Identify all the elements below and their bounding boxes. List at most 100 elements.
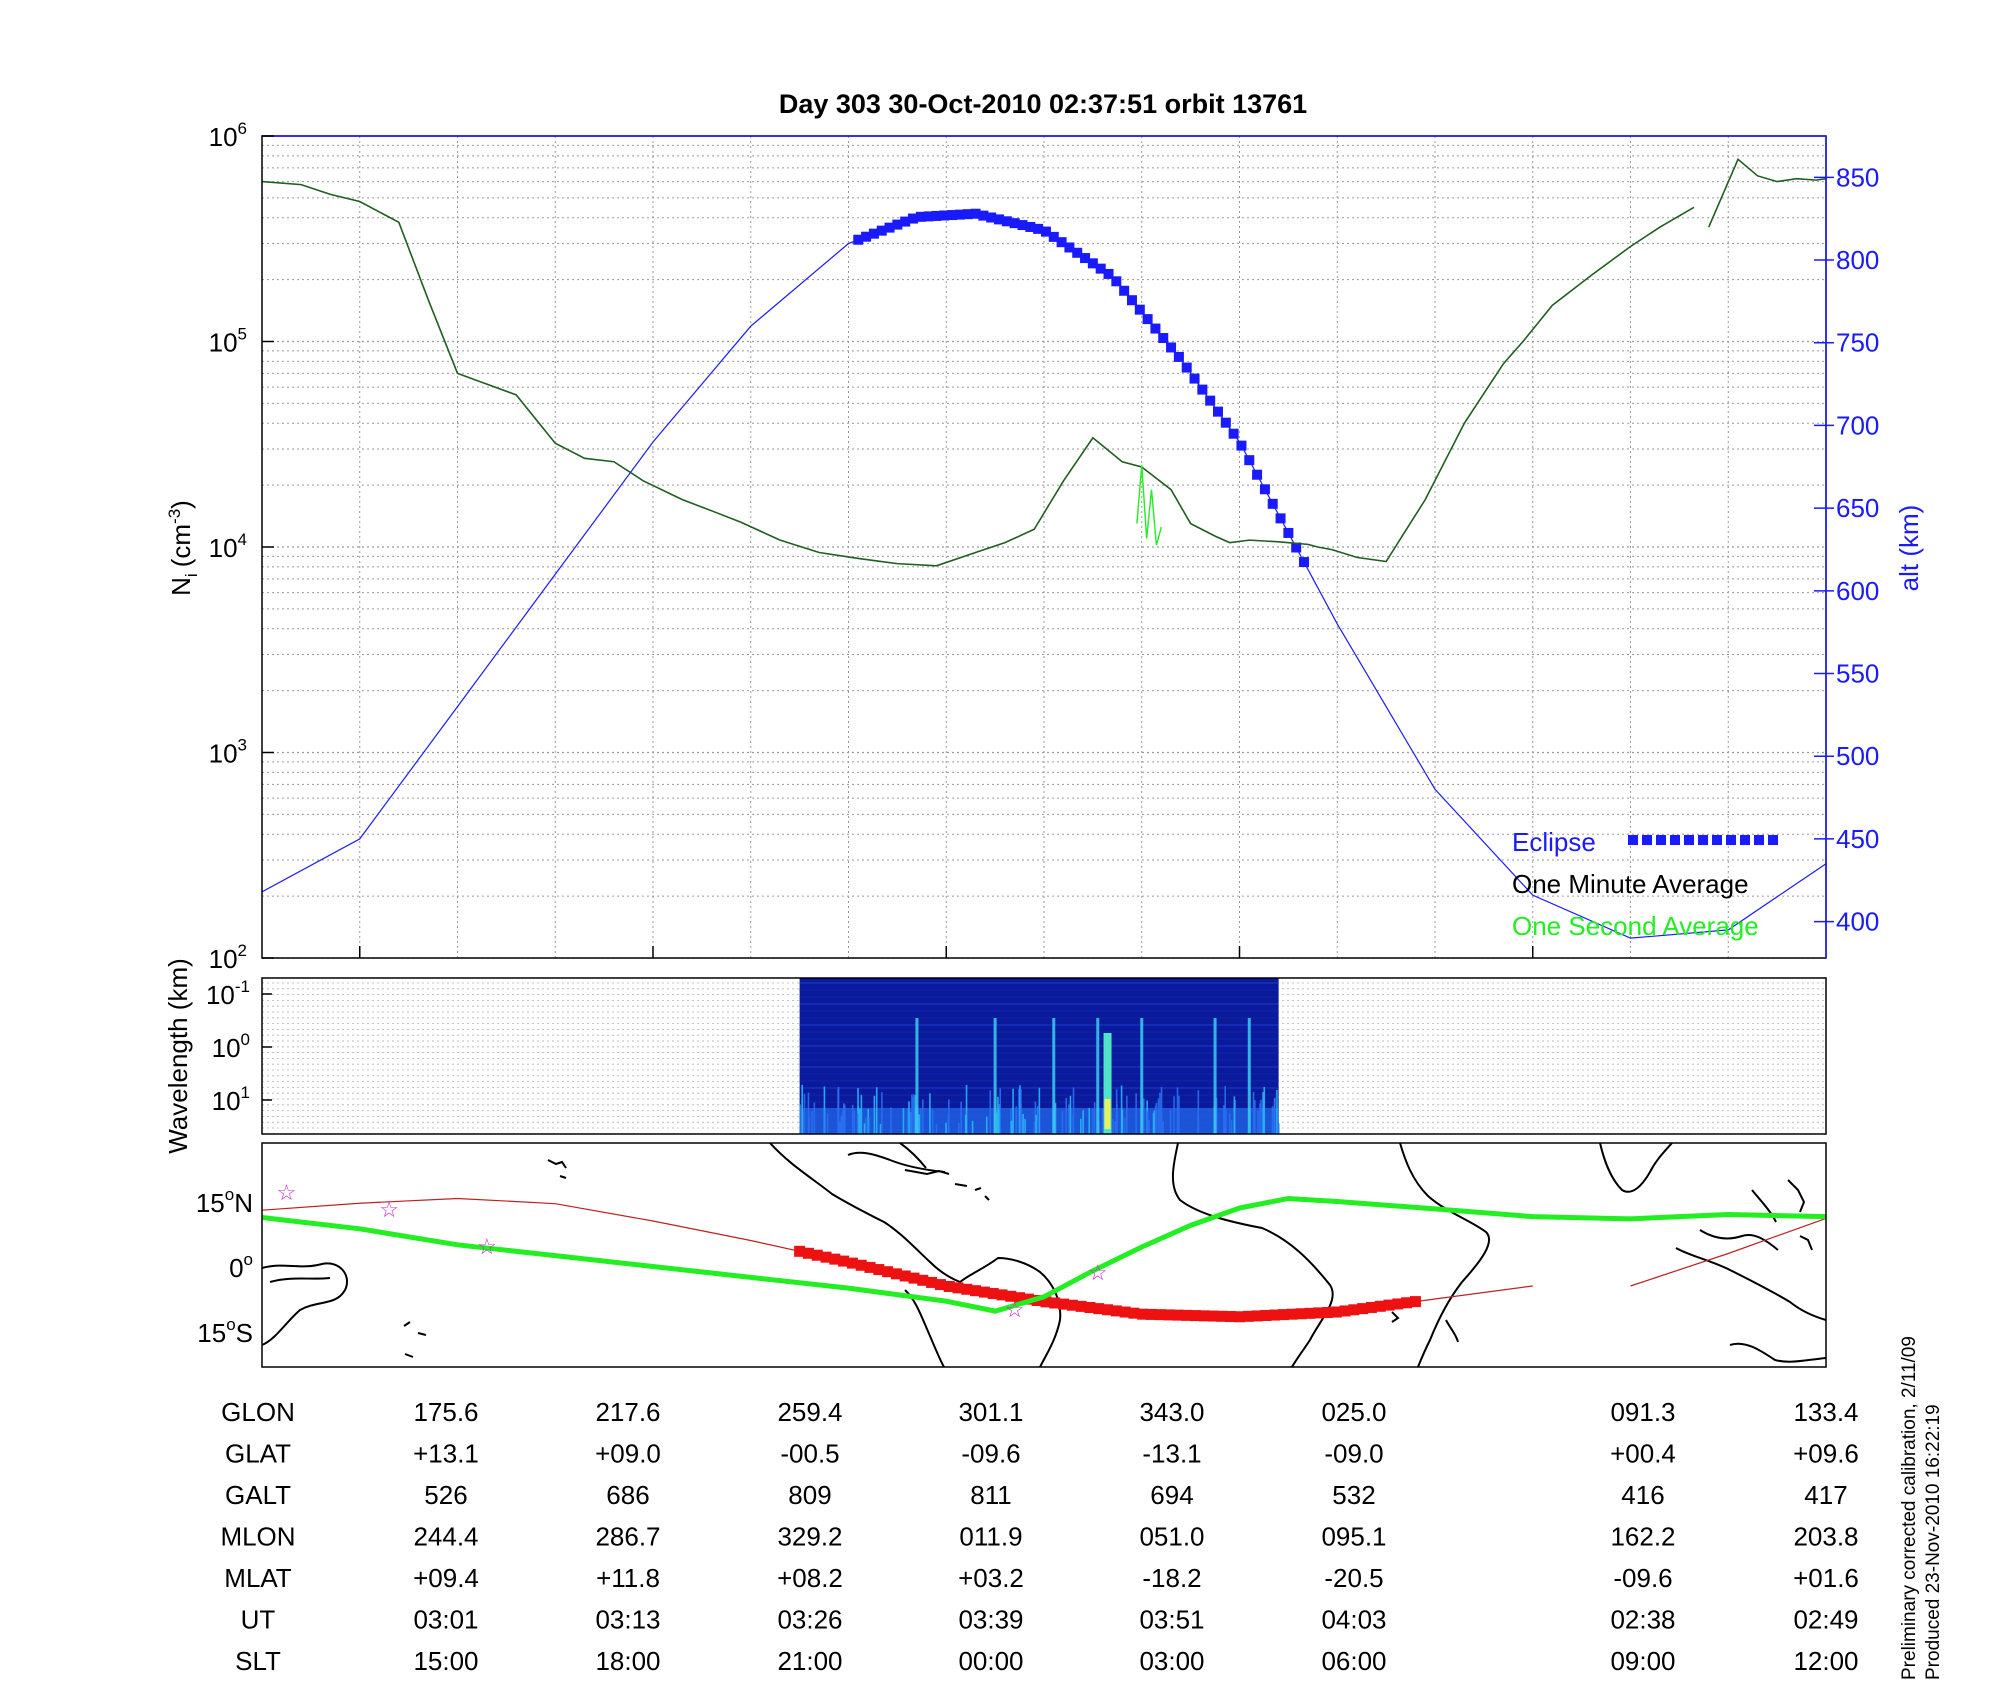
magnetic-equator-path [261, 1195, 1827, 1314]
eclipse-marker [1158, 333, 1169, 344]
spectrogram-streak [1126, 1095, 1128, 1134]
eclipse-marker [1017, 220, 1028, 231]
eclipse-marker [1103, 268, 1114, 279]
figure-title: Day 303 30-Oct-2010 02:37:51 orbit 13761 [779, 89, 1307, 119]
map-eclipse-marker [978, 1286, 990, 1298]
eclipse-marker [1033, 223, 1044, 234]
eclipse-marker [1259, 484, 1270, 495]
table-cell: +13.1 [413, 1439, 479, 1469]
spectrogram-streak [919, 1107, 922, 1134]
spectrogram-streak [908, 1101, 910, 1134]
eclipse-marker [1244, 455, 1255, 466]
spectrogram-streak [1276, 1090, 1278, 1134]
produced-line: Produced 23-Nov-2010 16:22:19 [1923, 1404, 1944, 1680]
legend-eclipse-square [1684, 835, 1694, 845]
map-eclipse-marker [1198, 1310, 1210, 1322]
eclipse-marker [1126, 295, 1137, 306]
spectrogram-y-tick-label: 100 [212, 1030, 250, 1063]
spectrogram-y-tick-label: 10-1 [206, 977, 250, 1010]
table-cell: 15:00 [413, 1646, 478, 1676]
spectrogram-streak [918, 1114, 921, 1134]
eclipse-marker [1001, 216, 1012, 227]
map-eclipse-marker [1146, 1308, 1158, 1320]
map-eclipse-marker [1216, 1310, 1228, 1322]
map-eclipse-marker [1365, 1301, 1377, 1313]
altitude-y-tick-label: 650 [1836, 493, 1879, 523]
spectrogram-streak [909, 1111, 911, 1134]
spectrogram-streak [826, 1113, 829, 1134]
map-eclipse-marker [1119, 1306, 1131, 1318]
spectrogram-streak [1080, 1118, 1082, 1134]
map-eclipse-marker [1304, 1307, 1316, 1319]
map-eclipse-marker [1251, 1310, 1263, 1322]
table-cell: +01.6 [1793, 1563, 1859, 1593]
spectrogram-streak [1037, 1106, 1040, 1134]
spectrogram-band [799, 1003, 1279, 1005]
spectrogram-streak [929, 1093, 931, 1134]
map-eclipse-marker [1049, 1297, 1061, 1309]
spectrogram-streak [1148, 1119, 1150, 1134]
spectrogram-heatmap [799, 978, 1280, 1134]
eclipse-marker [1111, 276, 1122, 287]
latitude-label: 0o [229, 1250, 253, 1283]
spectrogram-streak [1260, 1099, 1262, 1134]
table-row-label: GLON [221, 1397, 295, 1427]
eclipse-marker [1212, 406, 1223, 417]
eclipse-marker [1189, 373, 1200, 384]
map-eclipse-marker [1102, 1304, 1114, 1316]
map-eclipse-marker [1277, 1309, 1289, 1321]
eclipse-marker [1205, 395, 1216, 406]
map-eclipse-marker [864, 1261, 876, 1273]
eclipse-marker [1048, 231, 1059, 242]
spectrogram-streak [843, 1104, 846, 1134]
map-eclipse-marker [970, 1285, 982, 1297]
eclipse-marker [954, 209, 965, 220]
spectrogram-streak [922, 1099, 924, 1134]
spectrogram-streak [1068, 1104, 1070, 1134]
eclipse-marker [1150, 323, 1161, 334]
spectrogram-band [799, 1038, 1279, 1040]
legend-eclipse-square [1656, 835, 1666, 845]
eclipse-marker [1025, 221, 1036, 232]
map-eclipse-marker [1110, 1305, 1122, 1317]
eclipse-marker [986, 212, 997, 223]
table-cell: 244.4 [413, 1522, 478, 1552]
minute-average-line-segment [1707, 158, 1827, 228]
table-row-label: UT [241, 1605, 276, 1635]
eclipse-marker [1299, 557, 1310, 568]
table-cell: -09.0 [1324, 1439, 1383, 1469]
spectrogram-streak [1012, 1088, 1014, 1134]
table-cell: -18.2 [1142, 1563, 1201, 1593]
table-cell: 025.0 [1321, 1397, 1386, 1427]
spectrogram-bright-streak [915, 1018, 919, 1134]
map-eclipse-marker [1260, 1309, 1272, 1321]
map-eclipse-marker [1409, 1296, 1421, 1308]
spectrogram-streak [813, 1102, 816, 1134]
spectrogram-streak [1233, 1096, 1236, 1134]
map-eclipse-marker [1357, 1303, 1369, 1315]
table-cell: +11.8 [596, 1563, 660, 1593]
legend-minute-label: One Minute Average [1512, 869, 1749, 899]
density-y-tick-label: 104 [209, 530, 247, 563]
density-y-tick-label: 103 [209, 736, 247, 769]
spectrogram-streak [824, 1109, 827, 1134]
spectrogram-streak [1162, 1121, 1164, 1134]
star-marker: ☆ [1005, 1297, 1025, 1322]
eclipse-marker [915, 211, 926, 222]
map-eclipse-marker [1040, 1296, 1052, 1308]
calibration-note: Preliminary corrected calibration, 2/11/… [1899, 1336, 1944, 1680]
table-cell: 343.0 [1139, 1397, 1204, 1427]
spectrogram-streak [1157, 1098, 1160, 1134]
table-cell: 526 [424, 1480, 467, 1510]
spectrogram-streak [912, 1094, 915, 1134]
spectrogram-streak [998, 1108, 1000, 1134]
orbit-track-line-segment [1630, 1217, 1827, 1287]
spectrogram-streak [1061, 1110, 1064, 1134]
spectrogram-streak [867, 1108, 870, 1134]
spectrogram-streak [1228, 1113, 1231, 1134]
density-x-ticks [359, 946, 1534, 958]
spectrogram-streak [808, 1116, 810, 1134]
spectrogram-band [799, 1024, 1279, 1026]
map-eclipse-marker [1207, 1310, 1219, 1322]
map-eclipse-marker [1374, 1300, 1386, 1312]
